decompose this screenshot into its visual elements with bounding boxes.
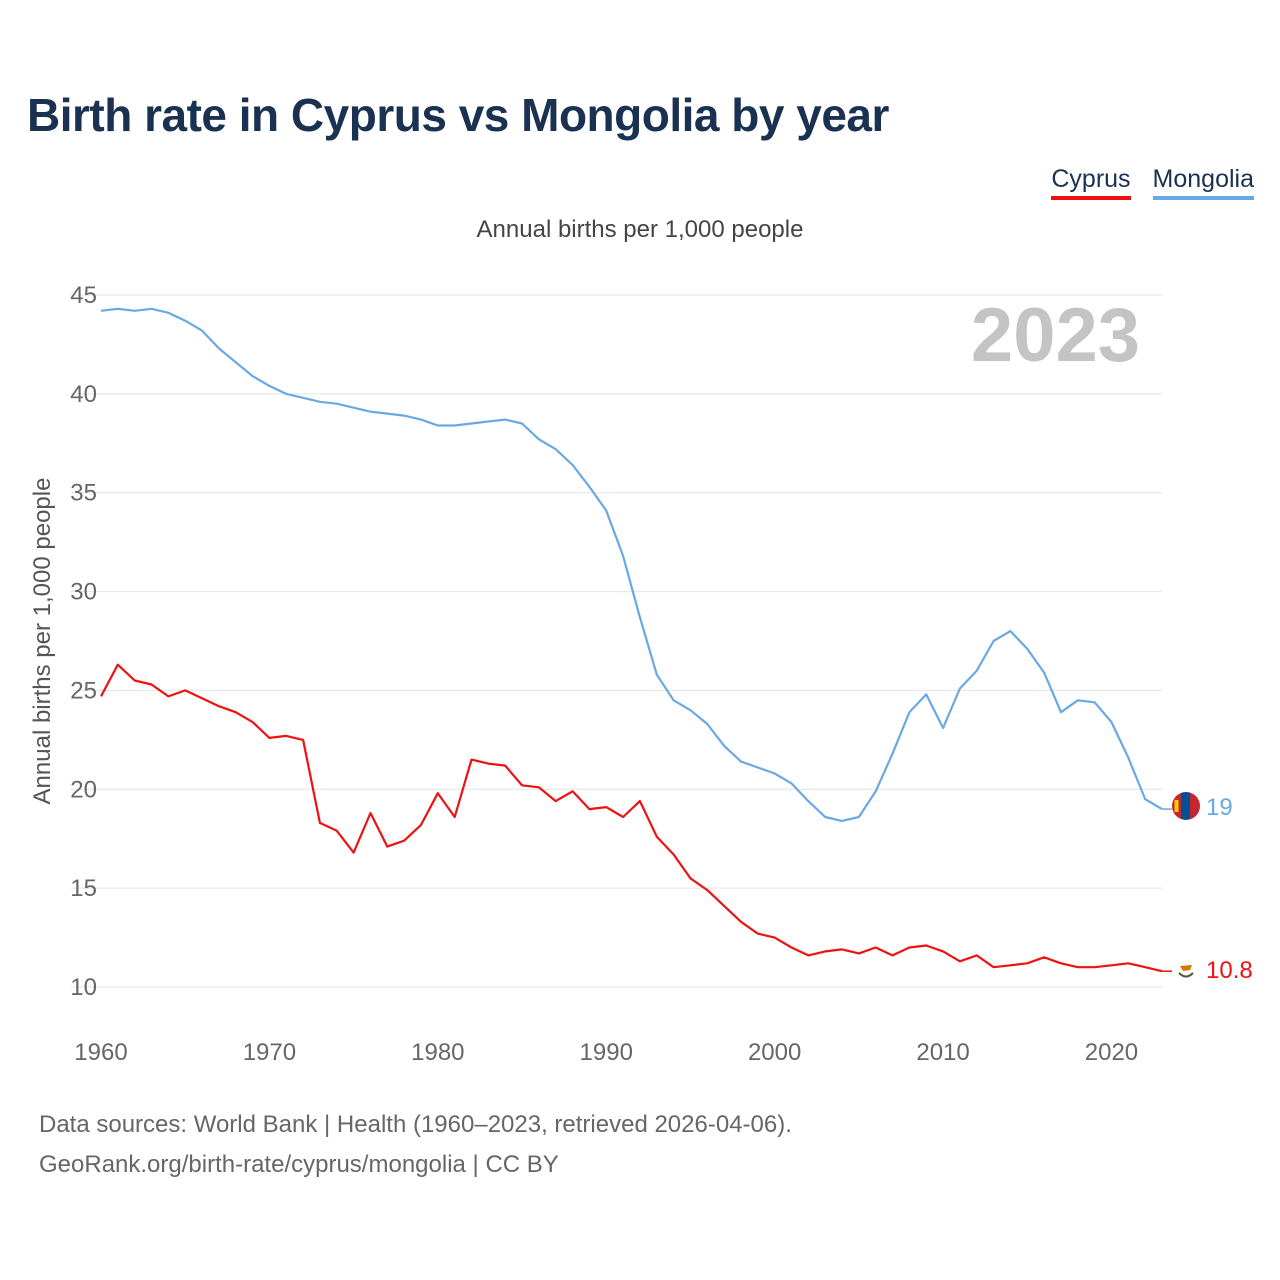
- x-tick-label-1990: 1990: [580, 1039, 633, 1066]
- gridlines: [71, 294, 1162, 988]
- legend-item-mongolia[interactable]: Mongolia: [1152, 165, 1254, 200]
- series-line-mongolia: [100, 307, 1163, 822]
- legend-item-cyprus[interactable]: Cyprus: [1051, 165, 1131, 200]
- year-watermark: 2023: [971, 293, 1140, 378]
- y-tick-label-45: 45: [70, 282, 97, 309]
- x-tick-label-1970: 1970: [243, 1039, 296, 1066]
- chart-title: Birth rate in Cyprus vs Mongolia by year: [27, 89, 889, 141]
- y-tick-label-10: 10: [70, 974, 97, 1001]
- y-tick-label-15: 15: [70, 875, 97, 902]
- mongolia-end-value: 19: [1206, 794, 1233, 821]
- series-line-cyprus: [100, 663, 1163, 973]
- cyprus-flag-icon: [1172, 956, 1200, 984]
- footer-sources: Data sources: World Bank | Health (1960–…: [39, 1111, 792, 1138]
- chart-footer: Data sources: World Bank | Health (1960–…: [39, 1105, 792, 1185]
- x-tick-label-2020: 2020: [1085, 1039, 1138, 1066]
- x-tick-label-1980: 1980: [411, 1039, 464, 1066]
- y-tick-label-25: 25: [70, 677, 97, 704]
- y-axis-label: Annual births per 1,000 people: [29, 478, 56, 805]
- cyprus-end-value: 10.8: [1206, 957, 1253, 984]
- x-tick-label-1960: 1960: [74, 1039, 127, 1066]
- footer-credit[interactable]: GeoRank.org/birth-rate/cyprus/mongolia |…: [39, 1151, 559, 1178]
- y-axis-ticks: 10 15 20 25 30 35 40 45: [70, 282, 97, 1001]
- series-lines: [100, 307, 1172, 973]
- x-tick-label-2010: 2010: [916, 1039, 969, 1066]
- chart-legend: Cyprus Mongolia: [1051, 165, 1254, 200]
- y-tick-label-35: 35: [70, 480, 97, 507]
- y-tick-label-20: 20: [70, 776, 97, 803]
- x-axis-ticks: 1960 1970 1980 1990 2000 2010 2020: [74, 1039, 1138, 1066]
- series-end-markers: 19 10.8: [1172, 792, 1253, 984]
- chart-subtitle: Annual births per 1,000 people: [476, 216, 804, 243]
- x-tick-label-2000: 2000: [748, 1039, 801, 1066]
- y-tick-label-30: 30: [70, 579, 97, 606]
- mongolia-flag-icon: [1172, 792, 1200, 820]
- y-tick-label-40: 40: [70, 381, 97, 408]
